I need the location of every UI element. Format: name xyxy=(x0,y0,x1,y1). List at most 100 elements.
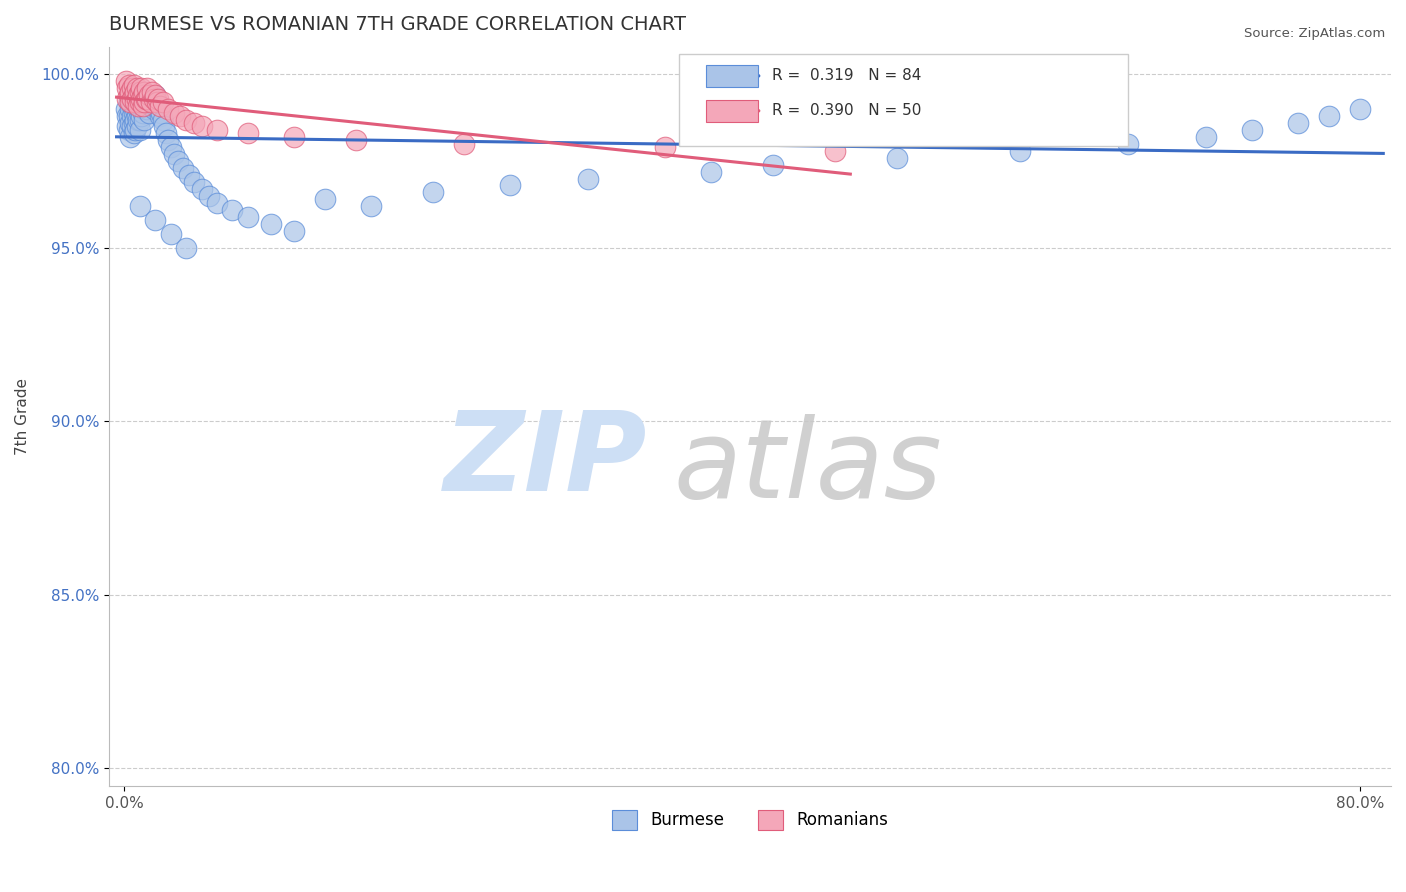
FancyBboxPatch shape xyxy=(706,65,758,87)
Point xyxy=(124,123,146,137)
Point xyxy=(221,202,243,217)
Point xyxy=(129,98,152,112)
Point xyxy=(132,95,155,110)
Point xyxy=(136,102,159,116)
Point xyxy=(129,92,152,106)
Point xyxy=(174,241,197,255)
Point xyxy=(700,164,723,178)
Point xyxy=(762,158,785,172)
Point xyxy=(654,140,676,154)
Point xyxy=(118,78,141,92)
Point xyxy=(125,92,148,106)
Point xyxy=(153,120,176,134)
Point xyxy=(360,199,382,213)
Point xyxy=(132,88,155,103)
Text: atlas: atlas xyxy=(673,415,942,522)
Point xyxy=(134,85,156,99)
Point xyxy=(169,109,191,123)
Point xyxy=(132,98,155,112)
Point xyxy=(120,85,142,99)
Point xyxy=(121,81,143,95)
Point xyxy=(141,92,163,106)
FancyBboxPatch shape xyxy=(706,100,758,122)
Point xyxy=(1240,123,1263,137)
Point xyxy=(886,151,908,165)
Point xyxy=(134,102,156,116)
Point xyxy=(118,88,141,103)
Point xyxy=(139,95,162,110)
Point xyxy=(183,175,205,189)
Point xyxy=(143,213,166,227)
Point xyxy=(314,192,336,206)
Point xyxy=(236,127,259,141)
Point xyxy=(121,92,143,106)
Point xyxy=(1317,109,1340,123)
Point xyxy=(499,178,522,193)
Point xyxy=(125,81,148,95)
Point xyxy=(141,85,163,99)
Point xyxy=(150,105,173,120)
Point xyxy=(190,120,212,134)
Y-axis label: 7th Grade: 7th Grade xyxy=(15,377,30,455)
Point xyxy=(283,129,305,144)
Point xyxy=(124,95,146,110)
Text: Source: ZipAtlas.com: Source: ZipAtlas.com xyxy=(1244,27,1385,40)
Point xyxy=(576,171,599,186)
Point xyxy=(422,186,444,200)
Point xyxy=(138,95,160,110)
Point xyxy=(118,123,141,137)
Point xyxy=(122,127,145,141)
Point xyxy=(127,88,149,103)
Point xyxy=(183,116,205,130)
Point xyxy=(1118,136,1140,151)
Point xyxy=(148,92,170,106)
Legend: Burmese, Romanians: Burmese, Romanians xyxy=(606,803,894,837)
Text: R =  0.390   N = 50: R = 0.390 N = 50 xyxy=(772,103,921,119)
Point xyxy=(1286,116,1309,130)
Point xyxy=(142,92,165,106)
Point xyxy=(143,88,166,103)
Point xyxy=(145,95,167,110)
Point xyxy=(127,98,149,112)
Point xyxy=(129,109,152,123)
Point xyxy=(128,123,150,137)
Point xyxy=(117,92,139,106)
Point xyxy=(138,105,160,120)
Point xyxy=(129,81,152,95)
Point xyxy=(122,78,145,92)
Point xyxy=(143,88,166,103)
Point xyxy=(174,112,197,127)
Point xyxy=(128,92,150,106)
Point xyxy=(128,95,150,110)
Point xyxy=(121,98,143,112)
Point xyxy=(127,102,149,116)
Point xyxy=(136,92,159,106)
Point xyxy=(125,109,148,123)
Point xyxy=(128,85,150,99)
Point xyxy=(824,144,846,158)
Point xyxy=(114,74,136,88)
Point xyxy=(122,88,145,103)
Point xyxy=(205,123,228,137)
Point xyxy=(149,109,172,123)
Point xyxy=(124,112,146,127)
Point xyxy=(236,210,259,224)
Point xyxy=(122,105,145,120)
Point xyxy=(159,140,181,154)
Point xyxy=(124,102,146,116)
Text: ZIP: ZIP xyxy=(444,407,647,514)
Point xyxy=(118,95,141,110)
Point xyxy=(136,81,159,95)
Point xyxy=(172,161,194,175)
Point xyxy=(117,109,139,123)
Point xyxy=(156,102,179,116)
Text: R =  0.319   N = 84: R = 0.319 N = 84 xyxy=(772,69,921,83)
Point xyxy=(128,199,150,213)
Point xyxy=(122,116,145,130)
Point xyxy=(163,147,186,161)
Point xyxy=(134,95,156,110)
Point xyxy=(121,109,143,123)
Point xyxy=(114,102,136,116)
Point xyxy=(205,195,228,210)
Point xyxy=(117,81,139,95)
